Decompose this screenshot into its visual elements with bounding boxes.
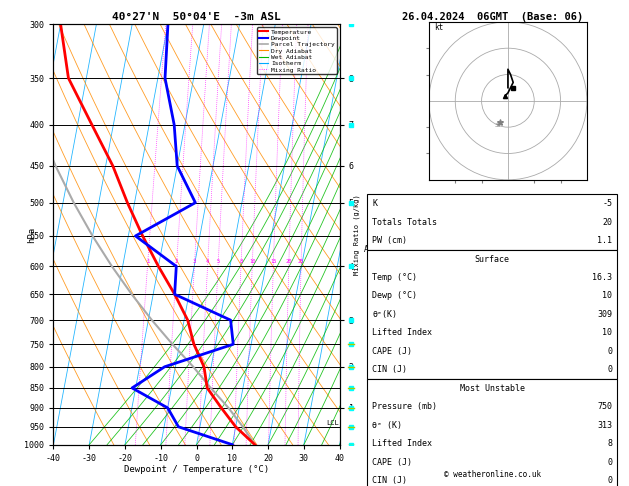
- Text: Surface: Surface: [475, 255, 509, 263]
- Text: 309: 309: [598, 310, 612, 319]
- Title: 40°27'N  50°04'E  -3m ASL: 40°27'N 50°04'E -3m ASL: [112, 12, 281, 22]
- Text: CIN (J): CIN (J): [372, 476, 407, 485]
- Text: -5: -5: [603, 199, 612, 208]
- Text: 26.04.2024  06GMT  (Base: 06): 26.04.2024 06GMT (Base: 06): [401, 12, 583, 22]
- Text: 20: 20: [603, 218, 612, 226]
- Legend: Temperature, Dewpoint, Parcel Trajectory, Dry Adiabat, Wet Adiabat, Isotherm, Mi: Temperature, Dewpoint, Parcel Trajectory…: [257, 27, 337, 74]
- Text: 0: 0: [607, 347, 612, 356]
- Text: Pressure (mb): Pressure (mb): [372, 402, 437, 411]
- Text: 8: 8: [607, 439, 612, 448]
- Text: 4: 4: [206, 259, 209, 264]
- Bar: [367, 194, 618, 250]
- X-axis label: Dewpoint / Temperature (°C): Dewpoint / Temperature (°C): [124, 466, 269, 474]
- Text: © weatheronline.co.uk: © weatheronline.co.uk: [443, 469, 541, 479]
- Text: LCL: LCL: [326, 420, 338, 426]
- Text: Temp (°C): Temp (°C): [372, 273, 417, 282]
- Text: CAPE (J): CAPE (J): [372, 347, 412, 356]
- Text: 25: 25: [298, 259, 304, 264]
- Text: 1: 1: [146, 259, 149, 264]
- Text: CAPE (J): CAPE (J): [372, 458, 412, 467]
- Text: K: K: [372, 199, 377, 208]
- Text: 16.3: 16.3: [593, 273, 612, 282]
- Text: 2: 2: [175, 259, 178, 264]
- Text: Lifted Index: Lifted Index: [372, 329, 432, 337]
- Text: hPa: hPa: [28, 226, 36, 243]
- Text: 8: 8: [239, 259, 243, 264]
- Text: θᵉ(K): θᵉ(K): [372, 310, 397, 319]
- Text: 313: 313: [598, 421, 612, 430]
- Text: 10: 10: [603, 292, 612, 300]
- Text: 0: 0: [607, 365, 612, 374]
- Text: 750: 750: [598, 402, 612, 411]
- Text: Dewp (°C): Dewp (°C): [372, 292, 417, 300]
- Bar: [367, 250, 618, 379]
- Text: 3: 3: [192, 259, 196, 264]
- Text: θᵉ (K): θᵉ (K): [372, 421, 402, 430]
- Text: PW (cm): PW (cm): [372, 236, 407, 245]
- Text: 15: 15: [270, 259, 277, 264]
- Text: 10: 10: [249, 259, 255, 264]
- Text: 5: 5: [216, 259, 220, 264]
- Text: 10: 10: [603, 329, 612, 337]
- Text: Most Unstable: Most Unstable: [460, 384, 525, 393]
- Text: Mixing Ratio (g/kg): Mixing Ratio (g/kg): [353, 194, 360, 275]
- Text: 0: 0: [607, 458, 612, 467]
- Text: Lifted Index: Lifted Index: [372, 439, 432, 448]
- Text: Totals Totals: Totals Totals: [372, 218, 437, 226]
- Text: 1.1: 1.1: [598, 236, 612, 245]
- Y-axis label: km
ASL: km ASL: [364, 235, 377, 254]
- Text: CIN (J): CIN (J): [372, 365, 407, 374]
- Bar: [367, 379, 618, 486]
- Text: 0: 0: [607, 476, 612, 485]
- Text: 30: 30: [495, 123, 501, 128]
- Text: kt: kt: [434, 23, 443, 32]
- Text: 20: 20: [286, 259, 292, 264]
